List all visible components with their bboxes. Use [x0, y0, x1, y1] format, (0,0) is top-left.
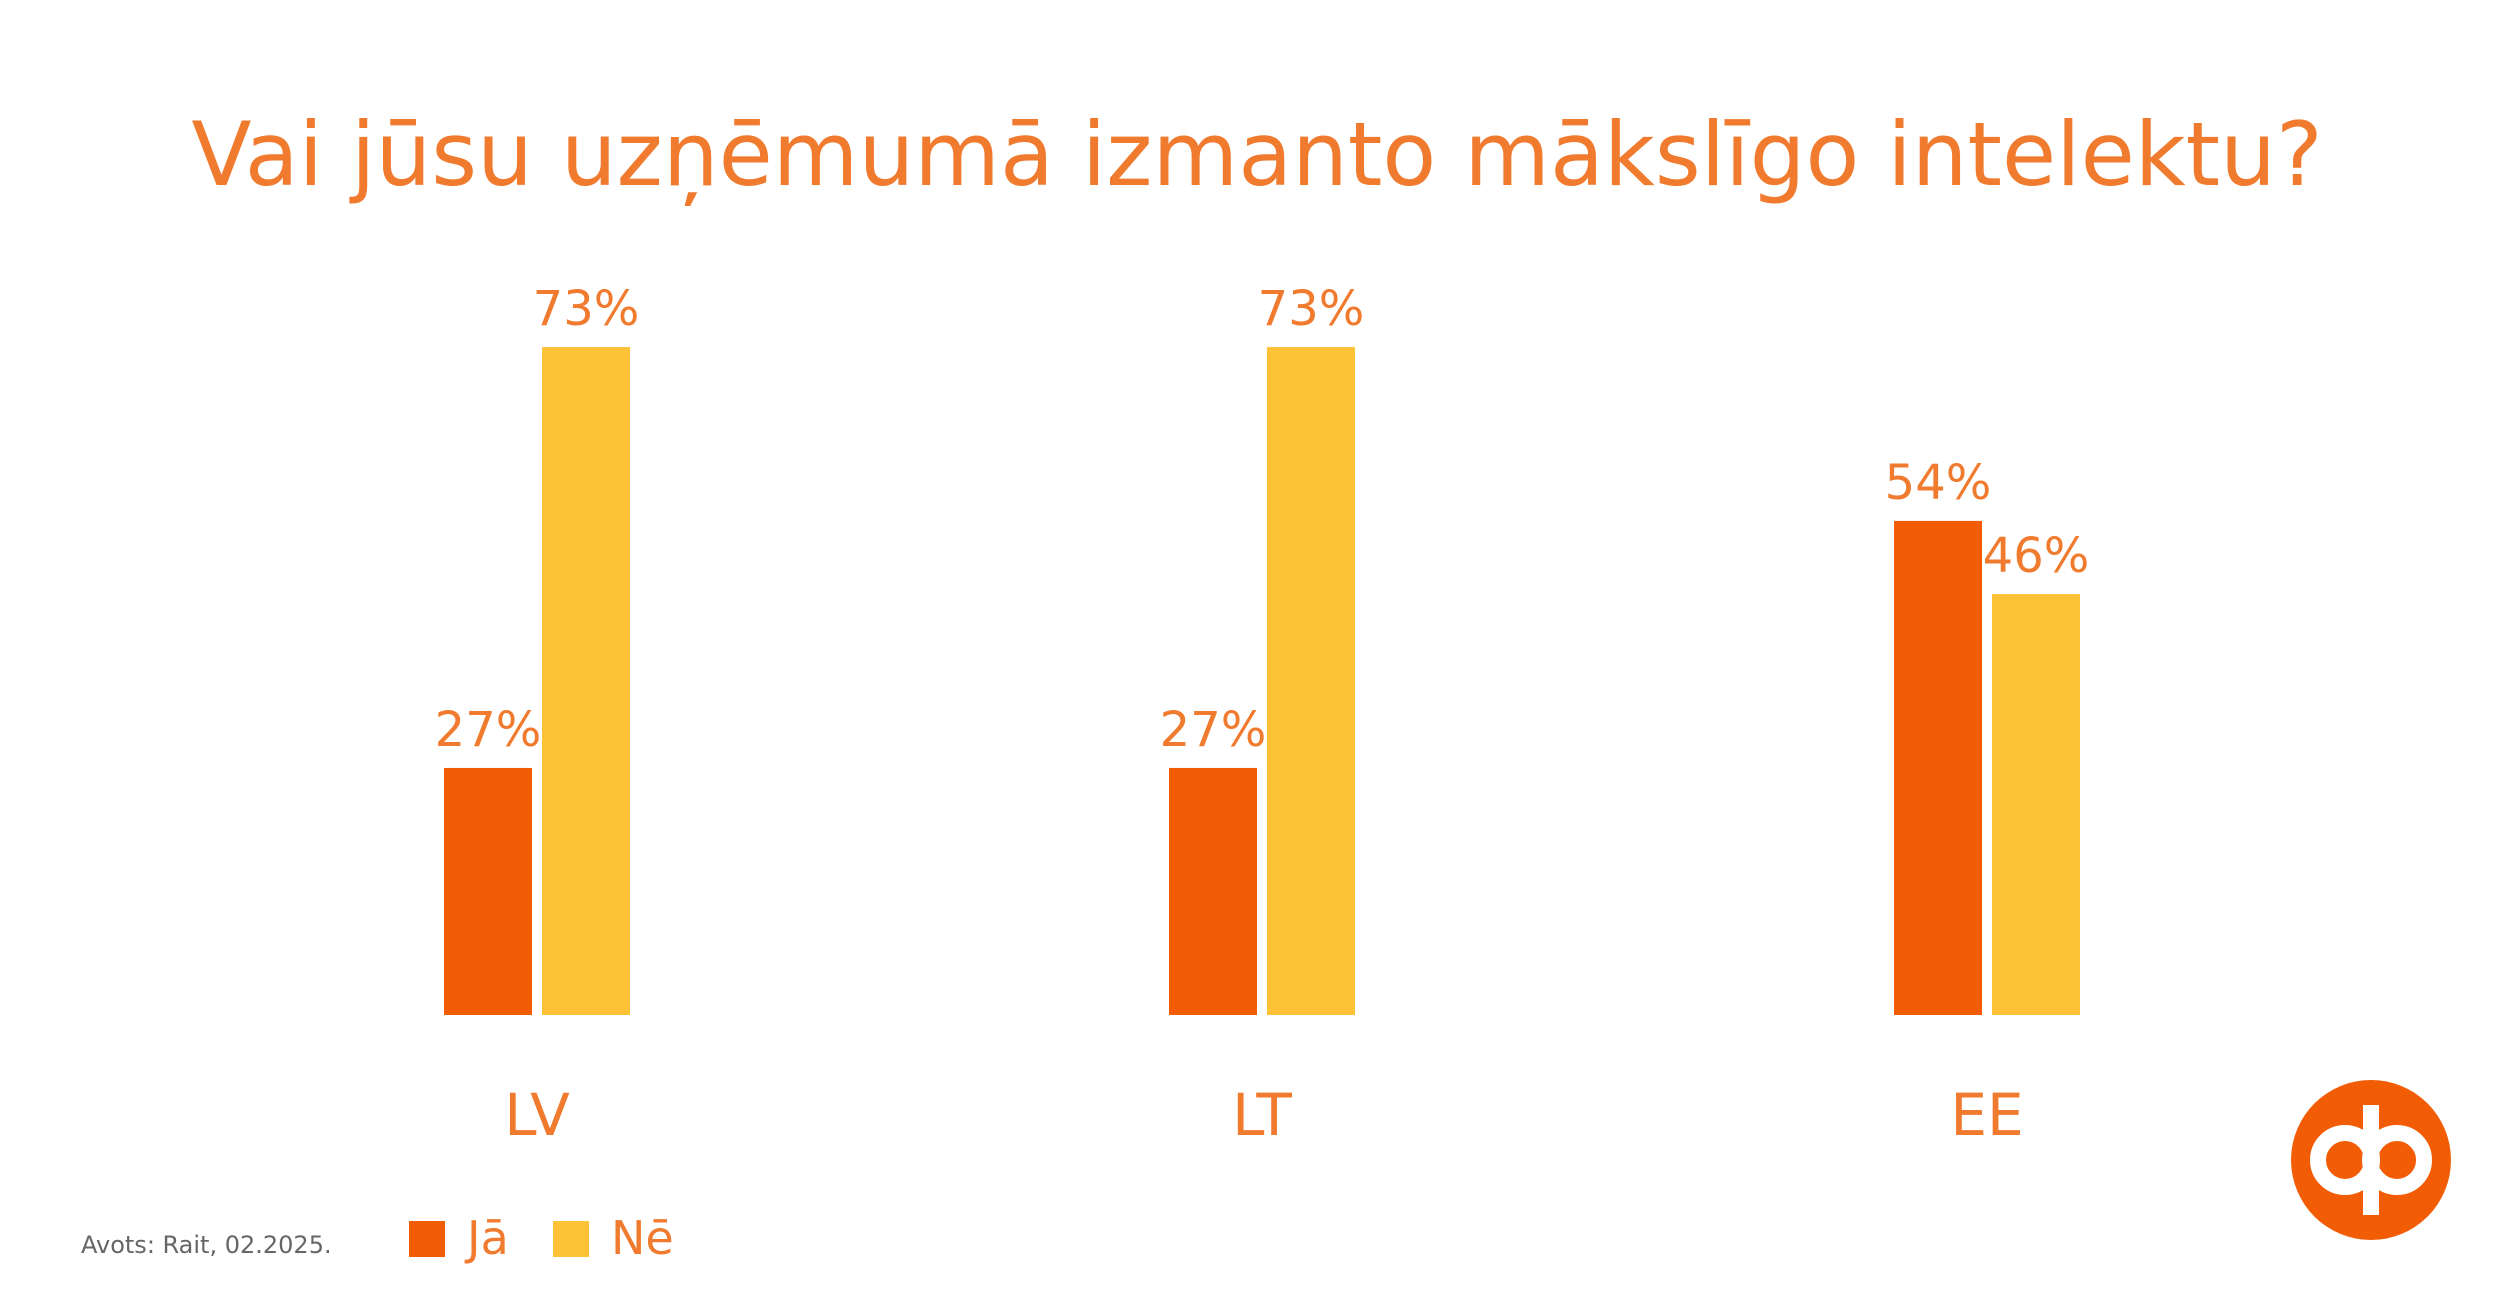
- value-label: 73%: [1258, 281, 1365, 337]
- value-label: 27%: [1160, 702, 1267, 758]
- bar: [1992, 594, 2080, 1015]
- legend-label: Jā: [464, 1211, 509, 1265]
- bar: [444, 767, 532, 1015]
- legend-swatch: [409, 1221, 445, 1257]
- x-tick-label: LT: [1232, 1081, 1292, 1149]
- source-note: Avots: Rait, 02.2025.: [81, 1231, 332, 1259]
- bar: [542, 347, 630, 1015]
- logo-stem: [2363, 1105, 2379, 1215]
- chart-title: Vai jūsu uzņēmumā izmanto mākslīgo intel…: [191, 103, 2322, 206]
- bar: [1267, 347, 1355, 1015]
- value-label: 46%: [1983, 528, 2090, 584]
- x-tick-label: LV: [504, 1081, 570, 1149]
- bar: [1894, 520, 1982, 1015]
- logo: [2291, 1080, 2451, 1240]
- value-label: 27%: [435, 702, 542, 758]
- value-label: 54%: [1885, 455, 1992, 511]
- legend-swatch: [553, 1221, 589, 1257]
- value-label: 73%: [533, 281, 640, 337]
- legend-label: Nē: [611, 1211, 674, 1265]
- x-tick-label: EE: [1950, 1081, 2023, 1149]
- bar: [1169, 767, 1257, 1015]
